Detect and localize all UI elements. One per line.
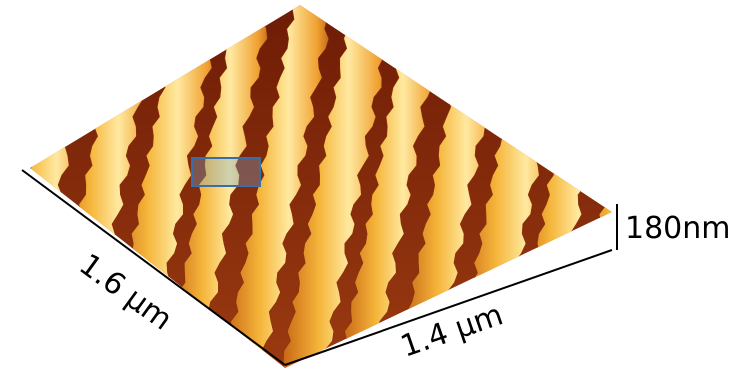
surface bbox=[0, 0, 684, 377]
z-axis-label: 180nm bbox=[625, 211, 731, 246]
ridge bbox=[568, 0, 683, 377]
afm-figure: 1.6 µm 1.4 µm 180nm bbox=[0, 0, 743, 377]
selection-box bbox=[192, 158, 260, 186]
y-axis-label: 1.4 µm bbox=[396, 297, 507, 364]
page: 1.6 µm 1.4 µm 180nm (() => { const data … bbox=[0, 0, 743, 377]
